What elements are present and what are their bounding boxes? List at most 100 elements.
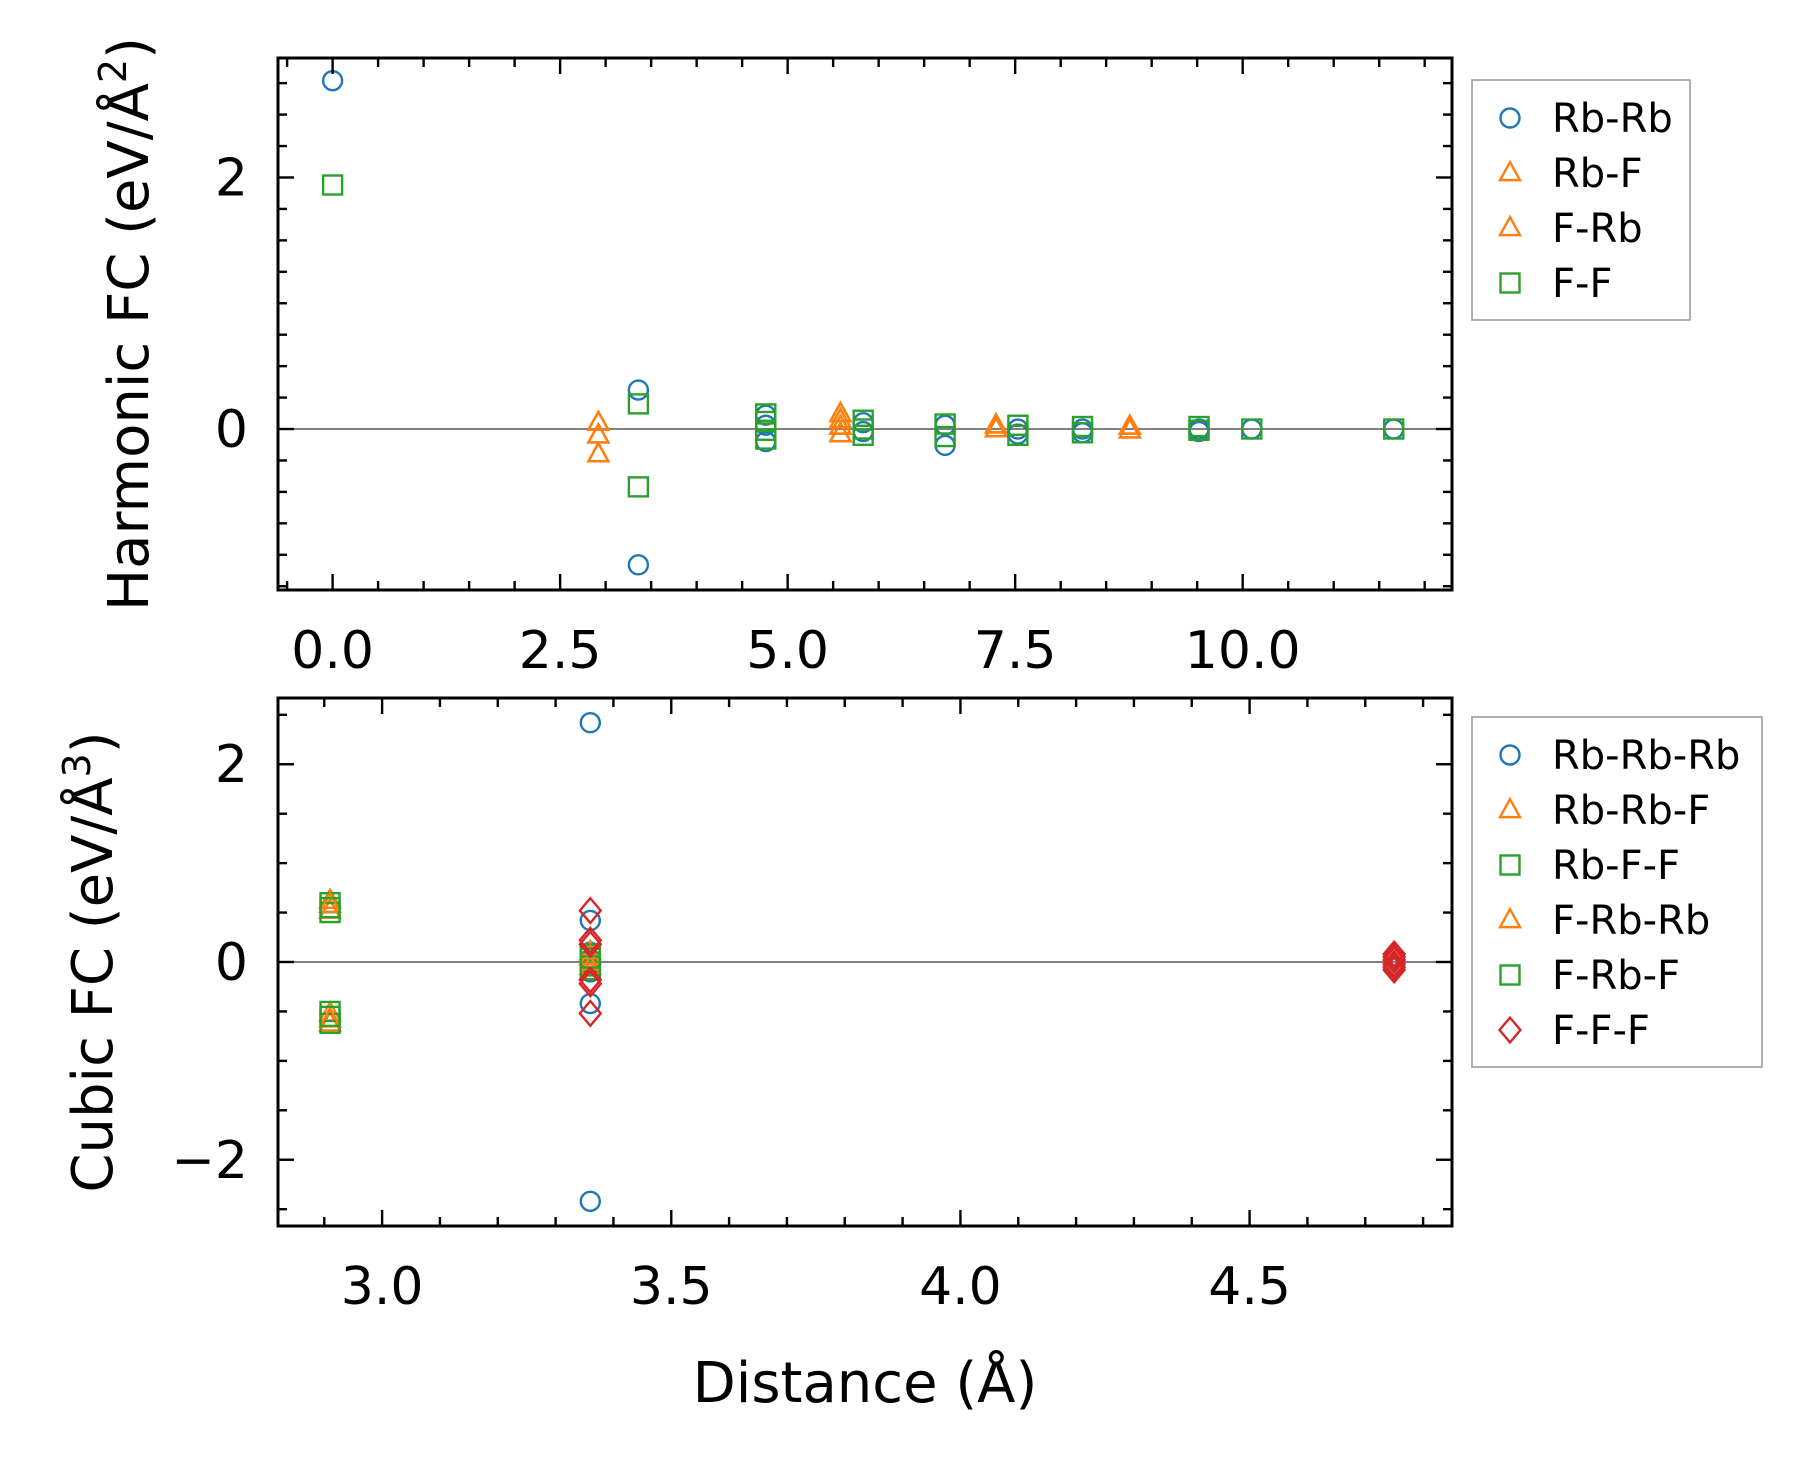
point-f-f-f: [1382, 942, 1407, 972]
point-f-rb: [1117, 413, 1142, 435]
point-f-rb-rb: [578, 953, 603, 976]
point-f-rb: [984, 411, 1009, 434]
x-axis-title: Distance (Å): [693, 1350, 1038, 1416]
point-f-f-f: [1382, 949, 1407, 979]
point-f-rb: [586, 440, 611, 463]
harmonic-panel: 0.0 2.5 5.0 7.5 10.0 0 2 Harmonic FC (eV/Å2) Rb-…: [91, 37, 1691, 681]
point-rb-f: [586, 440, 611, 463]
point-rb-rb-rb: [579, 992, 601, 1015]
legend-marker-rb-rb: [1499, 107, 1521, 129]
legend-box: [1471, 79, 1691, 321]
x-tick-label: 7.5: [974, 621, 1057, 681]
legend-label-f-f: F-F: [1552, 261, 1612, 307]
point-f-rb: [586, 421, 611, 444]
legend-marker-rb-rb-rb: [1499, 744, 1521, 766]
point-f-f: [852, 424, 874, 447]
legend-label-f-rb: F-Rb: [1552, 206, 1643, 252]
point-f-f-f: [1382, 945, 1407, 975]
point-f-f-f: [578, 969, 603, 998]
point-f-f-f: [1382, 955, 1407, 985]
point-f-f: [1383, 418, 1405, 440]
x-tick-label: 3.5: [630, 1257, 713, 1317]
legend-marker-f-rb: [1497, 214, 1523, 237]
point-f-rb: [1117, 416, 1142, 439]
legend-label-rb-rb: Rb-Rb: [1552, 96, 1673, 142]
y-tick-label: −2: [171, 1131, 248, 1191]
point-f-f: [1007, 424, 1029, 447]
point-rb-f: [586, 421, 611, 444]
point-f-rb-f: [319, 1005, 341, 1028]
legend: Rb-Rb-Rb Rb-Rb-F Rb-F-F F-Rb-Rb F-Rb-F F-F-F: [1471, 716, 1763, 1068]
legend-label-rb-rb-f: Rb-Rb-F: [1552, 788, 1710, 834]
legend-marker-rb-rb-f: [1497, 796, 1523, 819]
x-tick-label: 4.5: [1208, 1257, 1291, 1317]
point-f-f: [627, 476, 650, 498]
point-f-rb-f: [319, 896, 341, 919]
point-rb-rb: [627, 379, 650, 401]
legend-label-rb-f-f: Rb-F-F: [1552, 843, 1680, 889]
x-tick-label: 5.0: [746, 621, 829, 681]
point-f-f-f: [578, 965, 603, 995]
legend-label-f-f-f: F-F-F: [1552, 1008, 1650, 1054]
y-tick-label: 0: [215, 933, 248, 993]
y-tick-label: 2: [215, 148, 248, 208]
point-f-f: [1071, 422, 1094, 444]
legend-marker-f-f: [1499, 272, 1521, 294]
legend-box: [1471, 716, 1763, 1068]
x-tick-label: 0.0: [291, 621, 374, 681]
legend-marker-f-rb-f: [1499, 964, 1521, 986]
point-f-f: [934, 413, 956, 435]
point-rb-f: [828, 400, 853, 423]
legend-marker-rb-f: [1497, 159, 1523, 182]
point-f-f: [934, 425, 956, 448]
point-f-f-f: [578, 896, 603, 925]
point-f-rb: [586, 409, 611, 432]
point-f-rb: [828, 413, 853, 435]
point-f-rb: [828, 420, 853, 443]
cubic-panel: 3.0 3.5 4.0 4.5 2 0 −2 Cubic FC (eV/Å3) Distance…: [55, 696, 1763, 1416]
point-rb-rb: [934, 414, 956, 436]
legend-label-f-rb-rb: F-Rb-Rb: [1552, 898, 1710, 944]
data-points: [321, 69, 1405, 576]
point-f-f-f: [578, 929, 603, 959]
point-f-rb-rb: [578, 943, 603, 966]
x-tick-label: 4.0: [919, 1257, 1002, 1317]
legend-label-rb-rb-rb: Rb-Rb-Rb: [1552, 733, 1740, 779]
legend-marker-f-f-f: [1497, 1015, 1523, 1045]
legend: Rb-Rb Rb-F F-Rb F-F: [1471, 79, 1691, 321]
data-points: [318, 712, 1407, 1212]
point-f-f: [755, 428, 777, 450]
x-tick-label: 3.0: [341, 1257, 424, 1317]
point-f-rb: [828, 406, 853, 429]
point-f-rb-rb: [318, 891, 343, 913]
plot-frame: [276, 56, 1454, 592]
point-rb-rb-rb: [579, 712, 601, 734]
point-f-f-f: [578, 999, 603, 1028]
x-tick-label: 2.5: [519, 621, 602, 681]
point-rb-rb: [627, 554, 650, 576]
point-f-f: [1188, 419, 1210, 441]
axis-ticks: [278, 698, 1452, 1226]
y-axis-title: Cubic FC (eV/Å3): [55, 731, 126, 1192]
point-f-f: [627, 393, 650, 415]
point-f-rb: [828, 400, 853, 423]
y-axis-title: Harmonic FC (eV/Å2): [91, 37, 162, 611]
point-f-f-f: [1382, 939, 1407, 969]
x-tick-label: 10.0: [1185, 621, 1301, 681]
point-f-f-f: [1382, 952, 1407, 982]
legend-marker-f-rb-rb: [1497, 906, 1523, 929]
legend-label-rb-f: Rb-F: [1552, 151, 1643, 197]
point-f-f: [1241, 418, 1263, 440]
y-tick-label: 2: [215, 735, 248, 795]
point-f-f: [321, 174, 344, 196]
legend-marker-rb-f-f: [1499, 854, 1521, 876]
point-f-f-f: [578, 926, 603, 955]
legend-label-f-rb-f: F-Rb-F: [1552, 953, 1680, 999]
point-rb-f: [586, 409, 611, 432]
y-tick-label: 0: [215, 400, 248, 460]
axis-ticks: [278, 58, 1452, 590]
point-rb-rb-rb: [579, 1190, 601, 1212]
point-f-rb: [984, 415, 1009, 438]
point-rb-rb-rb: [579, 909, 601, 932]
